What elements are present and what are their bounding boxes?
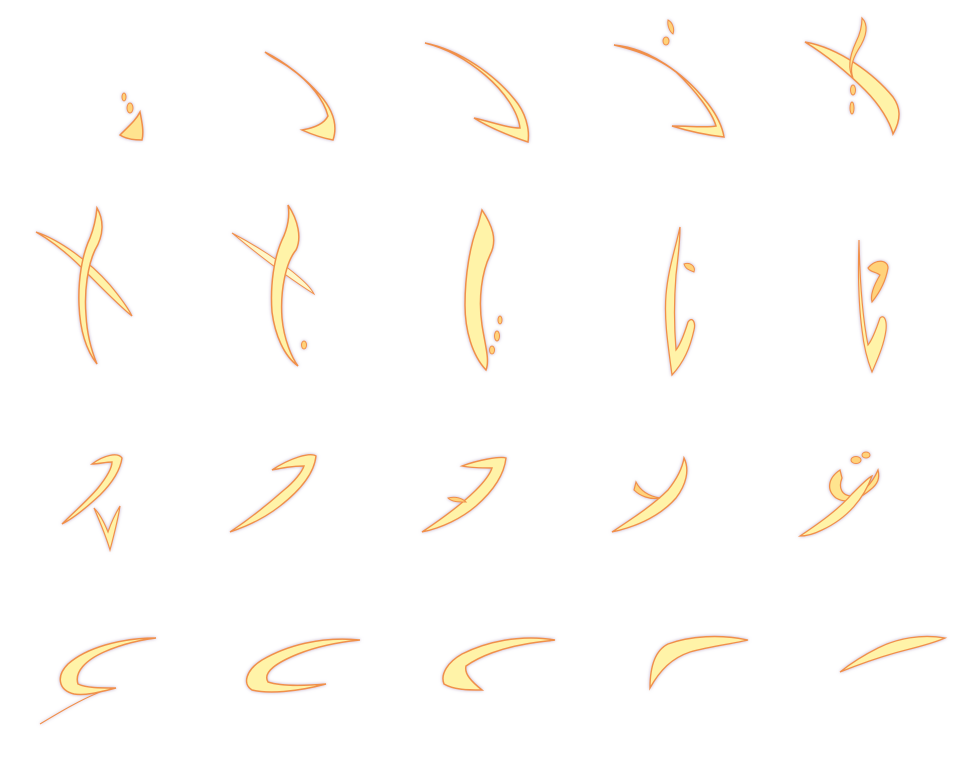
frame-02 <box>264 51 336 141</box>
frame-14 <box>611 455 688 533</box>
frame-19 <box>649 635 749 691</box>
frame-06 <box>35 205 133 365</box>
frame-10 <box>857 239 889 374</box>
frame-12 <box>229 454 317 533</box>
frame-07 <box>231 204 316 367</box>
frame-13 <box>421 456 507 533</box>
frame-09 <box>664 226 696 377</box>
frame-15 <box>797 451 880 537</box>
frame-01 <box>118 92 144 141</box>
frame-04 <box>613 19 725 138</box>
frame-03 <box>424 42 530 143</box>
frame-11 <box>61 454 123 553</box>
frame-08 <box>464 208 503 372</box>
frame-17 <box>245 638 361 693</box>
frame-05 <box>804 16 900 137</box>
frame-16 <box>39 637 157 725</box>
frame-18 <box>442 637 556 691</box>
frame-20 <box>839 635 948 673</box>
